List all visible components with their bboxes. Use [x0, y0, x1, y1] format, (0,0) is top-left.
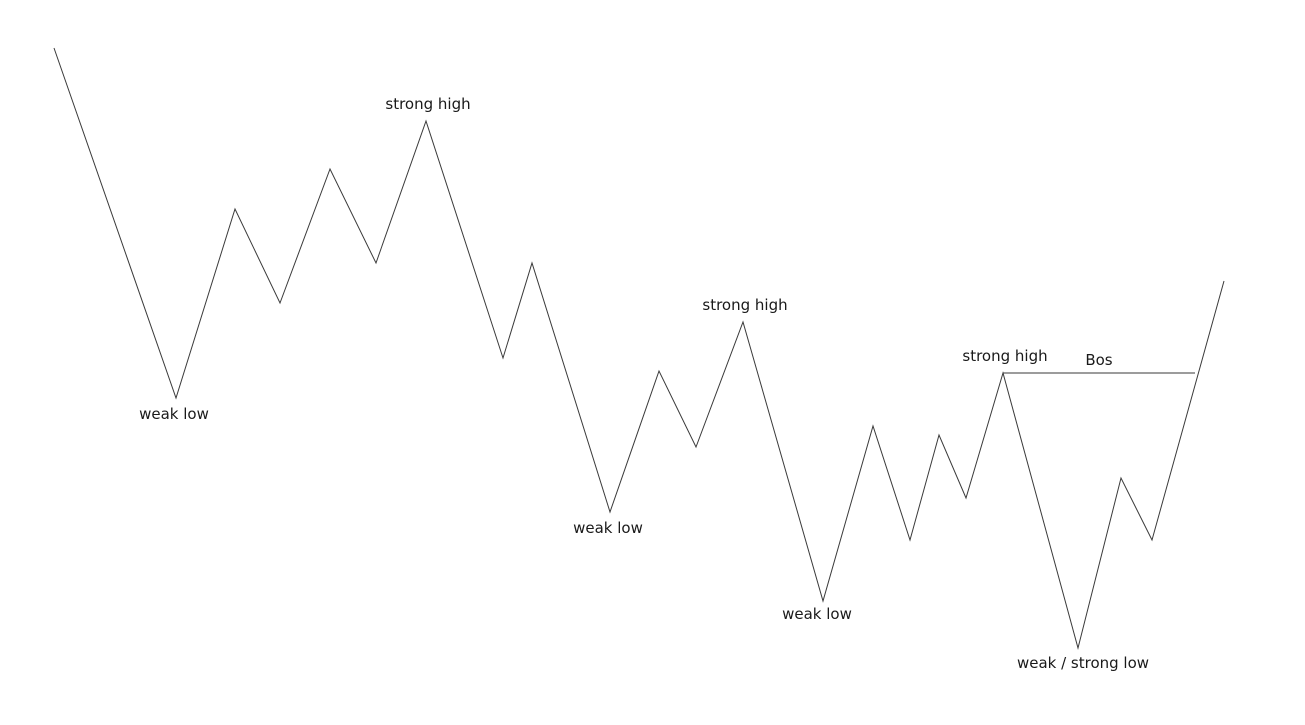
weak-low-label-1: weak low — [139, 405, 209, 423]
strong-high-label-1: strong high — [385, 95, 470, 113]
bos-label: Bos — [1085, 351, 1112, 369]
weak-strong-low-label: weak / strong low — [1017, 654, 1149, 672]
weak-low-label-2: weak low — [573, 519, 643, 537]
weak-low-label-3: weak low — [782, 605, 852, 623]
strong-high-label-3: strong high — [962, 347, 1047, 365]
price-swing-line — [53, 47, 1225, 650]
strong-high-label-2: strong high — [702, 296, 787, 314]
